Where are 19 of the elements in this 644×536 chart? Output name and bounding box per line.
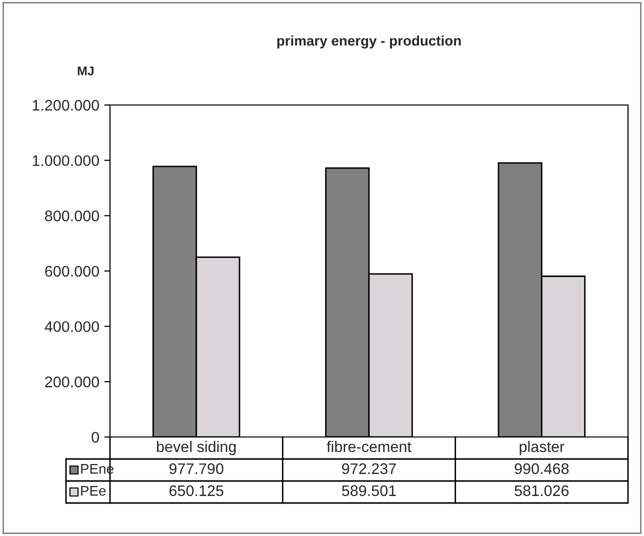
y-axis-title: MJ [78,66,94,76]
y-tick-label: 1.000.000 [32,155,99,166]
x-tick-label: bevel siding [156,440,236,456]
y-tick-label: 400.000 [44,321,99,332]
y-tick-label: 200.000 [45,376,99,388]
x-tick-label: fibre-cement [326,440,412,452]
chart-title: primary energy - production [277,35,461,49]
x-tick-label: plaster [520,440,564,456]
y-tick-label: 600.000 [45,266,99,277]
legend-label: PEe [81,486,106,496]
y-tick-label: 0 [92,432,99,443]
data-label: 972.237 [342,463,396,474]
data-label: 650.125 [170,485,224,496]
data-label: 581.026 [514,485,569,496]
y-tick-label: 1.200.000 [32,100,99,111]
y-tick-label: 800.000 [45,210,99,222]
data-label: 977.790 [169,463,224,474]
data-label: 990.468 [514,463,569,474]
data-label: 589.501 [342,485,396,496]
